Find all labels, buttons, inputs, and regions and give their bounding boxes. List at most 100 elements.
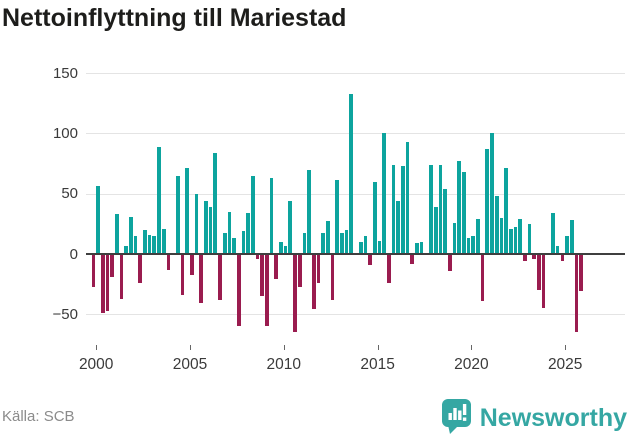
bar-positive bbox=[490, 133, 494, 254]
y-tick-label: 150 bbox=[52, 64, 78, 82]
x-tick-label: 2005 bbox=[172, 356, 208, 373]
bar-negative bbox=[236, 254, 241, 327]
bar-positive bbox=[302, 233, 307, 254]
bar-negative bbox=[100, 254, 105, 314]
x-tick-label: 2010 bbox=[266, 356, 302, 373]
y-tick-label: 50 bbox=[61, 185, 78, 203]
bar-positive bbox=[232, 238, 236, 254]
gridline bbox=[86, 193, 625, 195]
bar-positive bbox=[208, 206, 213, 254]
bar-negative bbox=[180, 254, 185, 295]
bar-negative bbox=[316, 254, 321, 283]
x-tick-label: 2000 bbox=[78, 356, 114, 373]
bar-positive bbox=[499, 217, 504, 254]
bar-positive bbox=[457, 161, 461, 254]
bar-positive bbox=[147, 234, 152, 254]
bar-negative bbox=[386, 254, 391, 283]
bar-negative bbox=[105, 254, 110, 311]
x-tick-label: 2015 bbox=[360, 356, 395, 373]
bar-positive bbox=[518, 219, 522, 254]
x-tick-mark bbox=[377, 345, 379, 350]
bar-positive bbox=[443, 188, 447, 254]
bar-positive bbox=[185, 168, 189, 254]
bar-negative bbox=[447, 254, 452, 271]
bar-positive bbox=[335, 180, 340, 254]
bar-positive bbox=[358, 241, 363, 254]
bar-negative bbox=[274, 254, 279, 280]
bar-negative bbox=[218, 254, 222, 300]
bar-positive bbox=[382, 133, 386, 254]
bar-positive bbox=[565, 235, 569, 254]
gridline bbox=[86, 314, 625, 316]
y-tick-label: 100 bbox=[52, 124, 78, 142]
bar-positive bbox=[377, 240, 382, 254]
bar-negative bbox=[410, 254, 415, 264]
bar-positive bbox=[283, 245, 288, 254]
bar-negative bbox=[480, 254, 485, 302]
bar-negative bbox=[522, 254, 527, 262]
bar-negative bbox=[330, 254, 335, 300]
bar-positive bbox=[114, 214, 119, 254]
bar-positive bbox=[452, 222, 457, 254]
bar-positive bbox=[246, 212, 250, 254]
bar-negative bbox=[579, 254, 583, 292]
bar-positive bbox=[279, 241, 283, 254]
bar-positive bbox=[349, 93, 354, 254]
bar-positive bbox=[372, 181, 377, 254]
bar-positive bbox=[175, 175, 180, 254]
bar-negative bbox=[119, 254, 124, 299]
x-tick-mark bbox=[565, 345, 567, 350]
bar-positive bbox=[157, 146, 161, 254]
bar-negative bbox=[91, 254, 96, 287]
bar-positive bbox=[241, 231, 246, 254]
x-tick-label: 2025 bbox=[547, 356, 583, 373]
bar-positive bbox=[213, 152, 218, 254]
bar-positive bbox=[476, 219, 480, 254]
bar-positive bbox=[485, 149, 490, 254]
y-tick-label: 0 bbox=[69, 245, 78, 263]
bar-positive bbox=[288, 200, 293, 254]
bar-negative bbox=[199, 254, 204, 304]
bar-positive bbox=[494, 196, 499, 254]
bar-positive bbox=[161, 228, 166, 254]
bar-positive bbox=[250, 175, 255, 254]
gridline bbox=[86, 73, 625, 75]
bar-negative bbox=[574, 254, 579, 333]
bar-positive bbox=[508, 228, 513, 254]
source-label: Källa: SCB bbox=[2, 408, 75, 425]
bar-positive bbox=[471, 235, 476, 254]
bar-negative bbox=[110, 254, 114, 277]
bar-positive bbox=[152, 235, 157, 254]
bar-positive bbox=[307, 169, 311, 254]
bar-positive bbox=[555, 245, 560, 254]
bar-negative bbox=[368, 254, 372, 265]
bar-negative bbox=[255, 254, 260, 259]
bar-positive bbox=[269, 178, 274, 254]
bar-positive bbox=[129, 216, 133, 254]
bar-negative bbox=[297, 254, 302, 287]
bar-negative bbox=[541, 254, 546, 309]
x-tick-label: 2020 bbox=[454, 356, 489, 373]
bar-positive bbox=[363, 235, 368, 254]
bar-positive bbox=[429, 164, 433, 254]
bar-negative bbox=[293, 254, 297, 333]
bar-negative bbox=[138, 254, 143, 283]
bar-positive bbox=[340, 233, 344, 254]
chart-title: Nettoinflyttning till Mariestad bbox=[2, 4, 347, 32]
bar-positive bbox=[438, 164, 443, 254]
bar-positive bbox=[569, 220, 574, 254]
bar-negative bbox=[311, 254, 316, 310]
bar-positive bbox=[344, 229, 349, 254]
zero-line bbox=[86, 253, 625, 255]
bar-positive bbox=[513, 227, 518, 254]
bar-positive bbox=[204, 200, 208, 254]
bar-positive bbox=[551, 212, 555, 254]
gridline bbox=[86, 133, 625, 135]
brand-name: Newsworthy bbox=[479, 403, 627, 432]
bar-negative bbox=[166, 254, 171, 270]
x-tick-mark bbox=[96, 345, 98, 350]
bar-positive bbox=[143, 229, 147, 254]
bar-positive bbox=[326, 221, 330, 254]
bar-positive bbox=[466, 238, 471, 254]
